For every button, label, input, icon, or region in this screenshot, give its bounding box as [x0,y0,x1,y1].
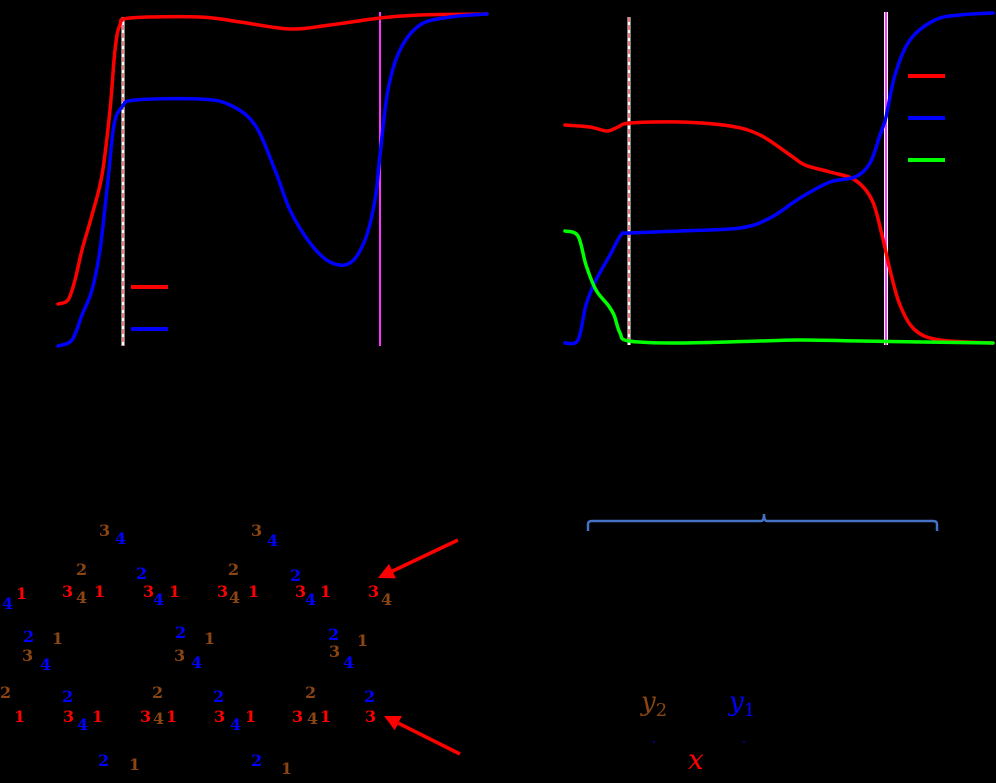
lattice-site-label: 3 [140,707,152,726]
lattice-site-label: 2 [213,687,225,706]
lattice-site-label: 4 [230,715,242,734]
y2-label: y2 [641,689,667,720]
red-arrow-1 [397,721,461,756]
lattice-site-label: 1 [357,631,369,650]
lattice-site-label: 1 [14,707,26,726]
lattice-site-label: 1 [204,629,216,648]
lattice-site-label: 3 [99,521,111,540]
lattice-site-label: 3 [368,582,380,601]
lattice-site-label: 1 [320,582,332,601]
lattice-site-label: 2 [364,687,376,706]
lattice-site-label: 1 [129,755,141,774]
lattice-site-label: 3 [62,582,74,601]
lattice-site-label: 4 [153,709,165,728]
bond-dot-left [653,741,655,743]
x-label: x [688,743,704,776]
lattice-site-label: 4 [305,590,317,609]
lattice-site-label: 1 [166,707,178,726]
left-plot-red-curve [56,12,489,306]
lattice-site-label: 3 [63,707,75,726]
lattice-site-label: 3 [217,582,229,601]
left-plot-blue-curve [56,12,489,348]
lattice-site-label: 2 [251,751,263,770]
lattice-site-label: 2 [23,627,35,646]
lattice-site-label: 2 [328,625,340,644]
lattice-site-label: 3 [329,642,341,661]
right-plot-red-curve [563,120,995,345]
lattice-site-label: 3 [292,707,304,726]
lattice-site-label: 3 [251,521,263,540]
lattice-site-label: 1 [52,629,64,648]
lattice-site-label: 4 [267,531,279,550]
lattice-site-label: 4 [153,590,165,609]
lattice-site-label: 3 [174,646,186,665]
lattice-site-label: 4 [115,529,127,548]
lattice-site-label: 1 [94,582,106,601]
lattice-site-label: 4 [77,715,89,734]
lattice-site-label: 2 [62,687,74,706]
lattice-site-label: 2 [98,751,110,770]
lattice-site-label: 2 [0,683,12,702]
lattice-site-label: 2 [228,560,240,579]
lattice-site-label: 3 [143,582,155,601]
y2-base: y [641,687,656,717]
y1-subscript: 1 [743,700,756,722]
lattice-site-label: 4 [2,594,14,613]
lattice-site-label: 4 [40,655,52,674]
arrowhead-icon-0 [378,563,396,579]
lattice-site-label: 1 [320,707,332,726]
y1-base: y [729,687,744,717]
lattice-site-label: 3 [295,582,307,601]
lattice-site-label: 1 [16,584,28,603]
lattice-site-label: 2 [290,566,302,585]
red-arrow-0 [391,538,459,573]
lattice-site-label: 2 [305,683,317,702]
lattice-site-label: 2 [152,683,164,702]
arrowhead-icon-1 [384,716,402,731]
lattice-site-label: 1 [245,707,257,726]
lattice-site-label: 3 [365,707,377,726]
curly-brace [586,513,939,531]
lattice-site-label: 4 [191,653,203,672]
y2-subscript: 2 [655,700,668,722]
lattice-site-label: 2 [175,623,187,642]
lattice-site-label: 3 [214,707,226,726]
lattice-site-label: 2 [76,560,88,579]
lattice-site-label: 4 [307,709,319,728]
lattice-site-label: 4 [229,588,241,607]
bond-dot-right [743,741,745,743]
lattice-site-label: 1 [169,582,181,601]
lattice-site-label: 1 [248,582,260,601]
lattice-site-label: 1 [92,707,104,726]
lattice-site-label: 1 [281,759,293,778]
lattice-site-label: 4 [343,653,355,672]
lattice-site-label: 4 [381,590,393,609]
lattice-site-label: 2 [136,564,148,583]
right-plot-blue-curve [563,11,995,346]
y1-label: y1 [729,689,755,720]
right-plot-green-curve [563,229,995,345]
lattice-site-label: 3 [22,646,34,665]
lattice-site-label: 4 [76,588,88,607]
